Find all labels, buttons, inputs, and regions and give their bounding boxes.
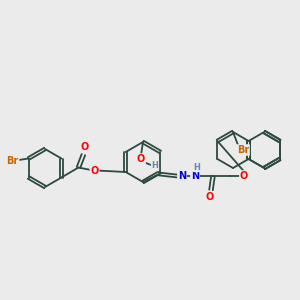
Text: H: H — [152, 161, 158, 170]
Text: Br: Br — [237, 145, 249, 155]
Text: O: O — [137, 154, 145, 164]
Text: N: N — [178, 171, 186, 181]
Text: N: N — [191, 171, 199, 181]
Text: H: H — [194, 163, 200, 172]
Text: O: O — [206, 192, 214, 202]
Text: O: O — [240, 171, 248, 181]
Text: Br: Br — [6, 155, 19, 166]
Text: O: O — [80, 142, 88, 152]
Text: O: O — [90, 166, 99, 176]
